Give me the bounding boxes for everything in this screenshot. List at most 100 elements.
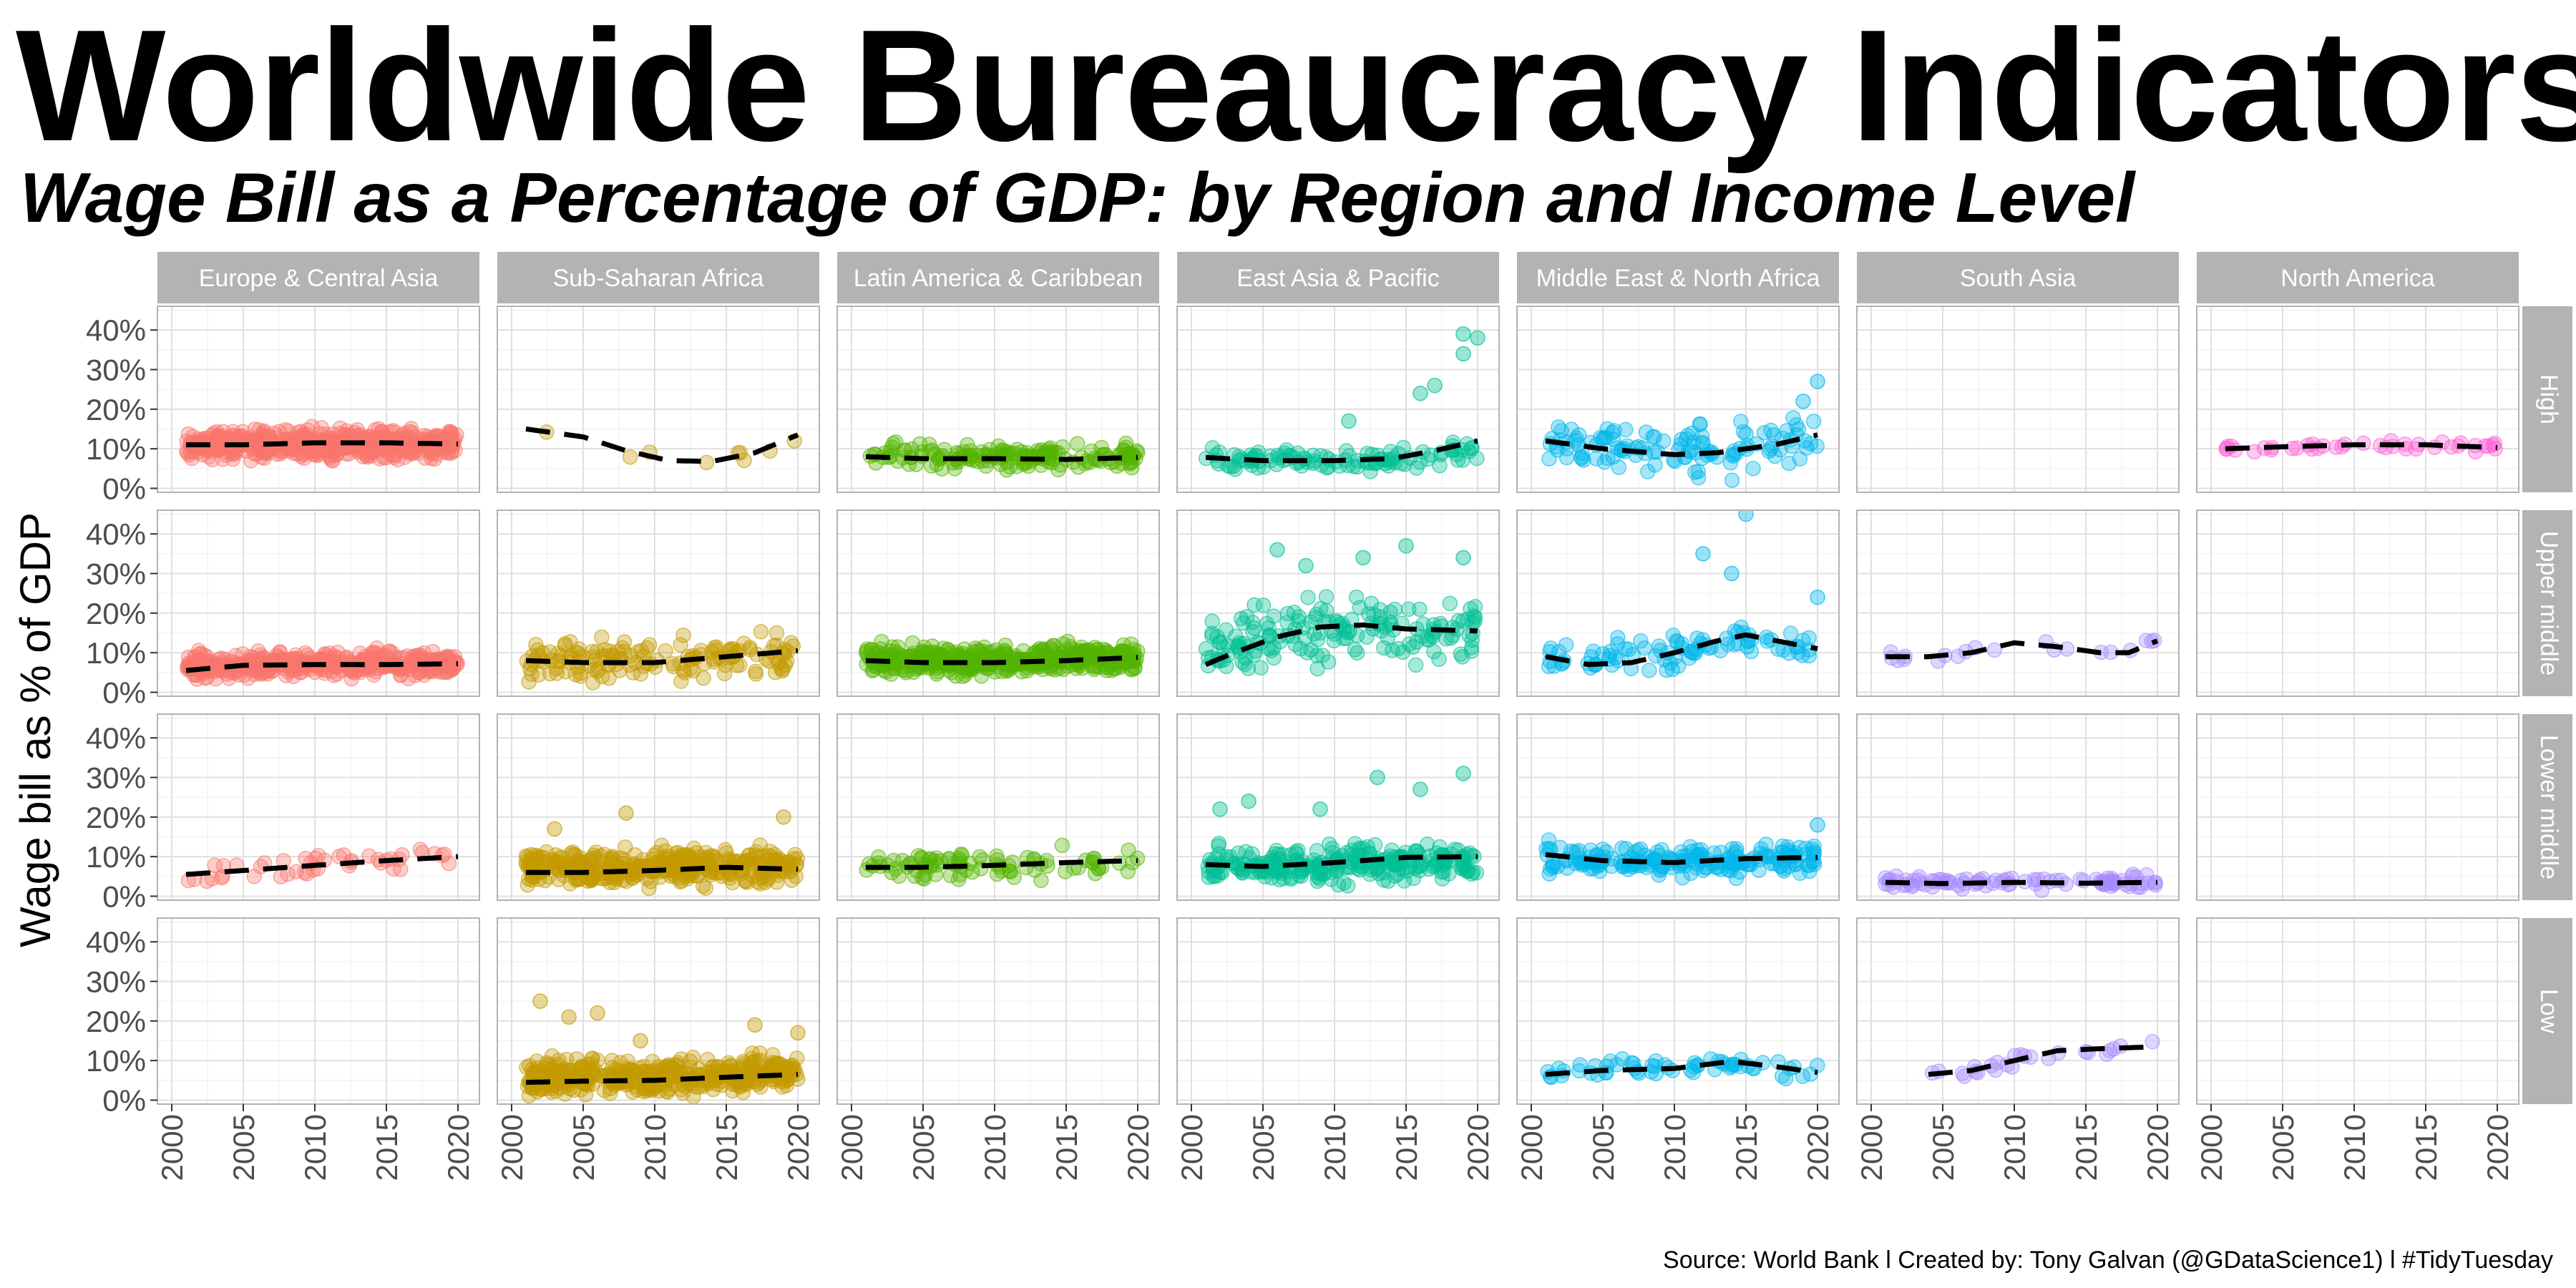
data-point: [1410, 858, 1427, 874]
y-axis-high: 0% 10% 20% 30% 40%: [86, 313, 157, 505]
strip-latin-america-and-caribbean: Latin America & Caribbean: [837, 252, 1159, 303]
data-point: [997, 638, 1013, 653]
data-point: [904, 635, 921, 651]
x-axis-middle-east-and-north-africa: 2000 2005 2010 2015 2020: [1515, 1104, 1835, 1181]
data-point: [1609, 440, 1626, 456]
y-tick-label: 10%: [86, 636, 146, 670]
data-point: [443, 663, 459, 678]
data-point: [743, 1071, 760, 1088]
y-tick-label: 30%: [86, 353, 146, 387]
outlier-point: [1427, 377, 1443, 394]
data-point: [1335, 630, 1352, 647]
data-point: [999, 462, 1015, 478]
data-point: [630, 867, 645, 883]
data-point: [2147, 877, 2163, 893]
data-point: [705, 1066, 721, 1082]
data-point: [1362, 867, 1378, 882]
x-tick-label: 2000: [495, 1114, 529, 1181]
panel-border: [2196, 306, 2519, 493]
x-axis-east-asia-and-pacific: 2000 2005 2010 2015 2020: [1175, 1104, 1495, 1181]
data-point: [924, 442, 940, 459]
data-point: [557, 663, 574, 680]
panel-sub-saharan-africa-upper-middle: [497, 509, 820, 697]
data-point: [278, 421, 293, 438]
panel-border: [157, 713, 480, 901]
data-point: [1412, 601, 1428, 618]
data-point: [769, 1055, 785, 1071]
data-point: [665, 659, 681, 675]
data-point: [1690, 469, 1707, 486]
data-point: [1595, 645, 1611, 662]
data-point: [997, 643, 1013, 658]
data-point: [610, 643, 626, 660]
data-point: [1636, 640, 1652, 656]
panel-border: [1856, 509, 2180, 697]
panel-middle-east-and-north-africa-upper-middle: [1516, 509, 1840, 697]
data-point: [1204, 613, 1220, 629]
data-point: [1123, 636, 1139, 653]
x-tick-label: 2005: [1926, 1114, 1960, 1181]
data-point: [1541, 832, 1557, 848]
outlier-point: [1455, 346, 1471, 362]
x-tick-label: 2005: [227, 1114, 260, 1181]
trend-line: [1885, 638, 2159, 660]
data-point: [367, 422, 384, 438]
data-point: [1568, 855, 1584, 872]
data-point: [1685, 1064, 1702, 1080]
data-point: [327, 439, 343, 454]
data-point: [1459, 436, 1475, 452]
data-point: [1002, 864, 1019, 879]
data-point: [707, 849, 723, 866]
outlier-point: [1413, 385, 1428, 401]
trend-line: [1885, 879, 2158, 887]
data-point: [625, 857, 642, 873]
data-point: [686, 663, 701, 679]
data-point: [869, 644, 885, 660]
data-point: [1320, 654, 1337, 670]
points: [1924, 1033, 2160, 1084]
panel-grid: [1857, 510, 2179, 696]
points: [1198, 538, 1483, 677]
panel-sub-saharan-africa-lower-middle: [497, 713, 820, 901]
data-point: [744, 1065, 761, 1081]
trend-line: [1204, 622, 1478, 667]
data-point: [1305, 455, 1321, 472]
panel-grid: [2197, 306, 2519, 492]
data-point: [381, 644, 397, 660]
data-point: [1782, 625, 1799, 641]
y-tick-label: 0%: [102, 1083, 146, 1117]
data-point: [739, 874, 755, 890]
data-point: [1610, 630, 1626, 645]
data-point: [1348, 589, 1365, 605]
data-point: [1032, 640, 1048, 657]
data-point: [653, 837, 670, 854]
outlier-point: [590, 1005, 605, 1021]
data-point: [1070, 436, 1085, 452]
x-tick-label: 2020: [2481, 1114, 2514, 1181]
data-point: [366, 667, 382, 683]
panel-border: [497, 306, 820, 493]
data-point: [322, 450, 338, 466]
data-point: [180, 649, 197, 665]
strip-east-asia-and-pacific: East Asia & Pacific: [1177, 252, 1499, 303]
data-point: [999, 444, 1015, 459]
x-tick-label: 2010: [298, 1114, 332, 1181]
data-point: [1583, 842, 1599, 858]
data-point: [366, 653, 382, 670]
x-axis-south-asia: 2000 2005 2010 2015 2020: [1855, 1104, 2175, 1181]
data-point: [675, 628, 691, 643]
data-point: [1349, 645, 1365, 661]
data-point: [1460, 862, 1476, 878]
data-point: [1387, 868, 1403, 884]
data-point: [1572, 1057, 1588, 1073]
data-point: [331, 849, 347, 864]
points: [859, 837, 1146, 889]
data-point: [1275, 870, 1292, 887]
data-point: [964, 864, 980, 880]
trend-line: [525, 1072, 799, 1085]
data-point: [934, 461, 950, 477]
data-point: [1794, 648, 1810, 663]
data-point: [1283, 871, 1299, 887]
data-point: [1743, 643, 1760, 660]
panel-border: [1176, 713, 1500, 901]
